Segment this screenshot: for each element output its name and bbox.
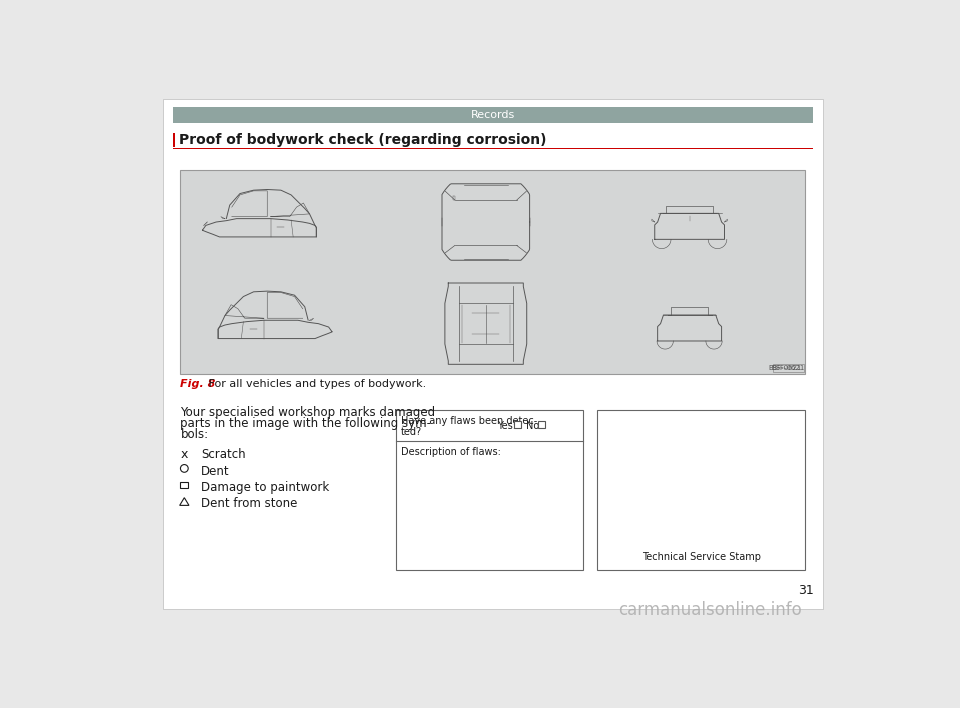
Bar <box>512 288 528 302</box>
Bar <box>656 215 665 221</box>
Bar <box>597 410 805 570</box>
Text: BSF-0621: BSF-0621 <box>769 365 802 370</box>
Text: bols:: bols: <box>180 428 208 440</box>
Bar <box>658 316 666 323</box>
Bar <box>469 206 502 241</box>
Text: Scratch: Scratch <box>202 448 246 462</box>
Text: Proof of bodywork check (regarding corrosion): Proof of bodywork check (regarding corro… <box>179 132 546 147</box>
Bar <box>173 132 175 147</box>
Bar <box>444 288 460 302</box>
Bar <box>162 99 823 609</box>
Bar <box>512 346 528 359</box>
Text: For all vehicles and types of bodywork.: For all vehicles and types of bodywork. <box>205 379 426 389</box>
Text: BSF-0621: BSF-0621 <box>772 365 804 371</box>
Text: Damage to paintwork: Damage to paintwork <box>202 481 329 493</box>
Bar <box>714 215 723 221</box>
Bar <box>678 216 701 221</box>
Bar <box>173 148 813 149</box>
Text: Have any flaws been detec-: Have any flaws been detec- <box>400 416 537 426</box>
Text: No:: No: <box>526 421 542 430</box>
Bar <box>473 288 498 297</box>
Text: Yes:: Yes: <box>496 421 516 430</box>
Text: Fig. 8: Fig. 8 <box>180 379 216 389</box>
Bar <box>661 334 717 339</box>
Text: parts in the image with the following sym-: parts in the image with the following sy… <box>180 417 431 430</box>
Bar <box>514 421 521 428</box>
Bar <box>773 364 804 372</box>
Text: carmanualsonline.info: carmanualsonline.info <box>618 600 802 619</box>
Text: ted?: ted? <box>400 427 421 437</box>
Bar <box>538 421 545 428</box>
Text: Description of flaws:: Description of flaws: <box>400 447 500 457</box>
Bar <box>473 350 498 359</box>
Text: x: x <box>180 448 188 462</box>
Bar <box>444 346 460 359</box>
Bar <box>713 316 722 323</box>
Text: Technical Service Stamp: Technical Service Stamp <box>641 552 760 562</box>
Bar <box>180 170 805 374</box>
Text: Records: Records <box>470 110 515 120</box>
Bar <box>396 410 584 570</box>
Bar <box>173 106 813 123</box>
Text: Dent: Dent <box>202 464 230 478</box>
Bar <box>660 234 720 238</box>
Text: Dent from stone: Dent from stone <box>202 497 298 510</box>
Bar <box>180 481 188 489</box>
Text: 31: 31 <box>798 584 814 597</box>
Bar <box>686 219 692 224</box>
Bar <box>686 321 692 326</box>
Text: Your specialised workshop marks damaged: Your specialised workshop marks damaged <box>180 406 436 419</box>
